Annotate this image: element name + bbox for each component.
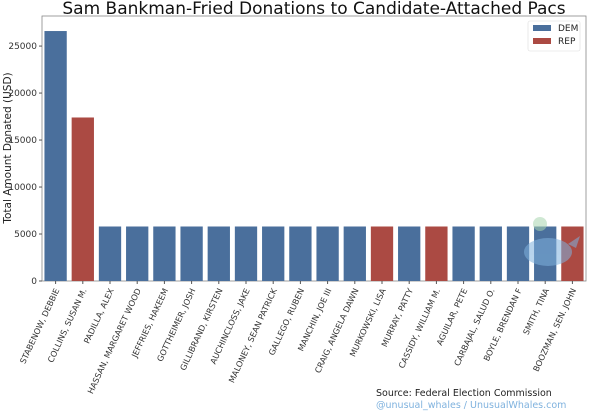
y-tick-label: 5000 [14, 230, 37, 240]
bar-dem [44, 31, 67, 281]
bar-dem [153, 226, 176, 281]
x-tick-label: MALONEY, SEAN PATRICK [226, 286, 279, 384]
bar-dem [316, 226, 339, 281]
chart-title: Sam Bankman-Fried Donations to Candidate… [62, 0, 565, 19]
legend: DEM REP [527, 20, 581, 52]
bar-rep [425, 226, 448, 281]
bar-dem [262, 226, 285, 281]
y-tick-label: 15000 [8, 136, 37, 146]
whale-logo-watermark [524, 217, 580, 266]
bar-dem [452, 226, 475, 281]
y-axis-label: Total Amount Donated (USD) [2, 72, 14, 224]
credit-note: @unusual_whales / UnusualWhales.com [376, 400, 566, 411]
legend-swatch-dem [533, 25, 551, 31]
x-tick-label: SMITH, TINA [521, 286, 551, 336]
bar-dem [180, 226, 203, 281]
legend-label-dem: DEM [558, 24, 578, 34]
y-tick-label: 25000 [8, 42, 37, 52]
bar-dem [234, 226, 258, 281]
x-tick-label: HASSAN, MARGARET WOOD [85, 287, 143, 396]
bar-rep [370, 226, 394, 281]
bar-dem [506, 226, 530, 281]
bar-dem [479, 226, 502, 281]
y-tick-label: 20000 [8, 89, 37, 99]
legend-label-rep: REP [558, 37, 576, 47]
bar-rep [71, 117, 94, 281]
bar-dem [207, 226, 230, 281]
bar-dem [98, 226, 122, 281]
plot-area [41, 15, 587, 282]
bar-dem [126, 226, 149, 281]
bar-dem [343, 226, 366, 281]
bar-dem [398, 226, 421, 281]
y-tick-label: 0 [31, 277, 37, 287]
bar-dem [289, 226, 312, 281]
legend-swatch-rep [533, 38, 551, 44]
y-tick-label: 10000 [8, 183, 37, 193]
source-note: Source: Federal Election Commission [376, 388, 552, 399]
